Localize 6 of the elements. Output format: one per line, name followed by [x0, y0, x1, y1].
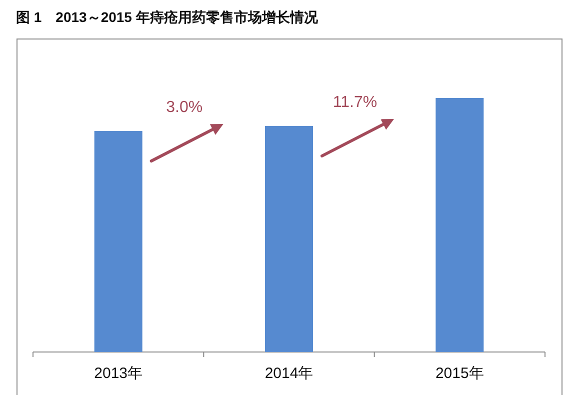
- x-tick-label: 2013年: [94, 365, 143, 382]
- annotation: 11.7%: [332, 94, 378, 111]
- annotation: 3.0%: [166, 99, 203, 116]
- x-tick-label: 2015年: [435, 365, 484, 382]
- chart-title: 图 1 2013～2015 年痔疮用药零售市场增长情况: [16, 9, 319, 25]
- x-tick-label: 2014年: [264, 365, 314, 382]
